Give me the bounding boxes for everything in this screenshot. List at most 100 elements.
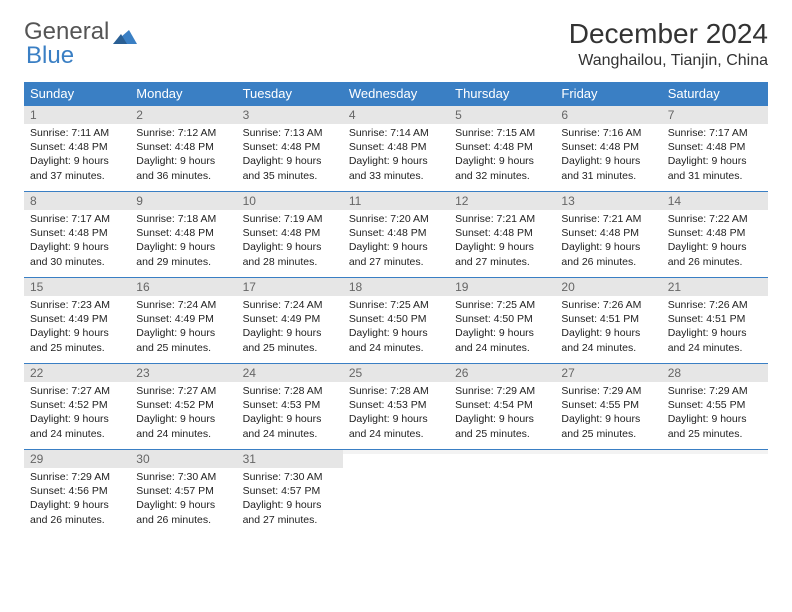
day-number: 6	[555, 106, 661, 124]
calendar-row: 8Sunrise: 7:17 AMSunset: 4:48 PMDaylight…	[24, 192, 768, 278]
sunset-text: Sunset: 4:48 PM	[668, 140, 762, 154]
calendar-cell: 28Sunrise: 7:29 AMSunset: 4:55 PMDayligh…	[662, 364, 768, 450]
calendar-body: 1Sunrise: 7:11 AMSunset: 4:48 PMDaylight…	[24, 106, 768, 536]
sunrise-text: Sunrise: 7:26 AM	[668, 298, 762, 312]
day-details	[555, 454, 661, 460]
daylight-text: Daylight: 9 hours and 27 minutes.	[349, 240, 443, 268]
sunrise-text: Sunrise: 7:26 AM	[561, 298, 655, 312]
daylight-text: Daylight: 9 hours and 26 minutes.	[136, 498, 230, 526]
calendar-cell: 25Sunrise: 7:28 AMSunset: 4:53 PMDayligh…	[343, 364, 449, 450]
sunrise-text: Sunrise: 7:23 AM	[30, 298, 124, 312]
day-number: 28	[662, 364, 768, 382]
sunset-text: Sunset: 4:49 PM	[243, 312, 337, 326]
day-details: Sunrise: 7:11 AMSunset: 4:48 PMDaylight:…	[24, 124, 130, 187]
sunrise-text: Sunrise: 7:25 AM	[455, 298, 549, 312]
day-details: Sunrise: 7:23 AMSunset: 4:49 PMDaylight:…	[24, 296, 130, 359]
daylight-text: Daylight: 9 hours and 31 minutes.	[668, 154, 762, 182]
day-number: 12	[449, 192, 555, 210]
daylight-text: Daylight: 9 hours and 31 minutes.	[561, 154, 655, 182]
day-details	[343, 454, 449, 460]
calendar-row: 1Sunrise: 7:11 AMSunset: 4:48 PMDaylight…	[24, 106, 768, 192]
sunrise-text: Sunrise: 7:13 AM	[243, 126, 337, 140]
weekday-sunday: Sunday	[24, 82, 130, 106]
daylight-text: Daylight: 9 hours and 30 minutes.	[30, 240, 124, 268]
day-details: Sunrise: 7:25 AMSunset: 4:50 PMDaylight:…	[449, 296, 555, 359]
calendar-row: 15Sunrise: 7:23 AMSunset: 4:49 PMDayligh…	[24, 278, 768, 364]
day-number: 20	[555, 278, 661, 296]
day-details: Sunrise: 7:19 AMSunset: 4:48 PMDaylight:…	[237, 210, 343, 273]
sunset-text: Sunset: 4:52 PM	[30, 398, 124, 412]
day-details: Sunrise: 7:20 AMSunset: 4:48 PMDaylight:…	[343, 210, 449, 273]
sunrise-text: Sunrise: 7:21 AM	[455, 212, 549, 226]
day-details	[449, 454, 555, 460]
daylight-text: Daylight: 9 hours and 27 minutes.	[243, 498, 337, 526]
daylight-text: Daylight: 9 hours and 32 minutes.	[455, 154, 549, 182]
calendar-cell	[662, 450, 768, 536]
sunset-text: Sunset: 4:50 PM	[349, 312, 443, 326]
daylight-text: Daylight: 9 hours and 26 minutes.	[30, 498, 124, 526]
day-number: 21	[662, 278, 768, 296]
weekday-tuesday: Tuesday	[237, 82, 343, 106]
day-number: 2	[130, 106, 236, 124]
calendar-cell: 7Sunrise: 7:17 AMSunset: 4:48 PMDaylight…	[662, 106, 768, 192]
sunrise-text: Sunrise: 7:29 AM	[561, 384, 655, 398]
calendar-cell: 20Sunrise: 7:26 AMSunset: 4:51 PMDayligh…	[555, 278, 661, 364]
logo-text-blue: Blue	[26, 42, 74, 70]
sunrise-text: Sunrise: 7:29 AM	[668, 384, 762, 398]
day-number: 4	[343, 106, 449, 124]
day-details	[662, 454, 768, 460]
calendar-cell: 5Sunrise: 7:15 AMSunset: 4:48 PMDaylight…	[449, 106, 555, 192]
day-details: Sunrise: 7:26 AMSunset: 4:51 PMDaylight:…	[555, 296, 661, 359]
sunrise-text: Sunrise: 7:25 AM	[349, 298, 443, 312]
day-details: Sunrise: 7:14 AMSunset: 4:48 PMDaylight:…	[343, 124, 449, 187]
sunrise-text: Sunrise: 7:22 AM	[668, 212, 762, 226]
sunset-text: Sunset: 4:55 PM	[668, 398, 762, 412]
sunrise-text: Sunrise: 7:30 AM	[136, 470, 230, 484]
sunset-text: Sunset: 4:49 PM	[136, 312, 230, 326]
day-details: Sunrise: 7:27 AMSunset: 4:52 PMDaylight:…	[24, 382, 130, 445]
calendar-cell: 4Sunrise: 7:14 AMSunset: 4:48 PMDaylight…	[343, 106, 449, 192]
sunset-text: Sunset: 4:48 PM	[455, 226, 549, 240]
sunset-text: Sunset: 4:48 PM	[561, 140, 655, 154]
daylight-text: Daylight: 9 hours and 36 minutes.	[136, 154, 230, 182]
day-details: Sunrise: 7:29 AMSunset: 4:55 PMDaylight:…	[662, 382, 768, 445]
day-details: Sunrise: 7:17 AMSunset: 4:48 PMDaylight:…	[24, 210, 130, 273]
sunset-text: Sunset: 4:52 PM	[136, 398, 230, 412]
weekday-thursday: Thursday	[449, 82, 555, 106]
sunrise-text: Sunrise: 7:18 AM	[136, 212, 230, 226]
day-number: 10	[237, 192, 343, 210]
sunset-text: Sunset: 4:53 PM	[243, 398, 337, 412]
calendar-cell: 11Sunrise: 7:20 AMSunset: 4:48 PMDayligh…	[343, 192, 449, 278]
daylight-text: Daylight: 9 hours and 35 minutes.	[243, 154, 337, 182]
day-details: Sunrise: 7:22 AMSunset: 4:48 PMDaylight:…	[662, 210, 768, 273]
daylight-text: Daylight: 9 hours and 33 minutes.	[349, 154, 443, 182]
sunrise-text: Sunrise: 7:19 AM	[243, 212, 337, 226]
daylight-text: Daylight: 9 hours and 24 minutes.	[30, 412, 124, 440]
title-block: December 2024 Wanghailou, Tianjin, China	[569, 18, 768, 70]
sunset-text: Sunset: 4:48 PM	[243, 140, 337, 154]
daylight-text: Daylight: 9 hours and 25 minutes.	[561, 412, 655, 440]
daylight-text: Daylight: 9 hours and 37 minutes.	[30, 154, 124, 182]
calendar-cell	[343, 450, 449, 536]
sunset-text: Sunset: 4:50 PM	[455, 312, 549, 326]
calendar-table: Sunday Monday Tuesday Wednesday Thursday…	[24, 82, 768, 536]
sunrise-text: Sunrise: 7:17 AM	[30, 212, 124, 226]
day-details: Sunrise: 7:24 AMSunset: 4:49 PMDaylight:…	[237, 296, 343, 359]
calendar-row: 29Sunrise: 7:29 AMSunset: 4:56 PMDayligh…	[24, 450, 768, 536]
day-details: Sunrise: 7:21 AMSunset: 4:48 PMDaylight:…	[555, 210, 661, 273]
calendar-cell: 26Sunrise: 7:29 AMSunset: 4:54 PMDayligh…	[449, 364, 555, 450]
sunrise-text: Sunrise: 7:30 AM	[243, 470, 337, 484]
sunrise-text: Sunrise: 7:27 AM	[30, 384, 124, 398]
daylight-text: Daylight: 9 hours and 27 minutes.	[455, 240, 549, 268]
day-details: Sunrise: 7:15 AMSunset: 4:48 PMDaylight:…	[449, 124, 555, 187]
daylight-text: Daylight: 9 hours and 26 minutes.	[561, 240, 655, 268]
daylight-text: Daylight: 9 hours and 24 minutes.	[349, 326, 443, 354]
day-number: 23	[130, 364, 236, 382]
sunset-text: Sunset: 4:48 PM	[455, 140, 549, 154]
day-number: 19	[449, 278, 555, 296]
day-number: 22	[24, 364, 130, 382]
daylight-text: Daylight: 9 hours and 25 minutes.	[136, 326, 230, 354]
calendar-cell: 15Sunrise: 7:23 AMSunset: 4:49 PMDayligh…	[24, 278, 130, 364]
calendar-cell: 12 Sunrise: 7:21 AMSunset: 4:48 PMDayligh…	[449, 192, 555, 278]
day-number: 14	[662, 192, 768, 210]
